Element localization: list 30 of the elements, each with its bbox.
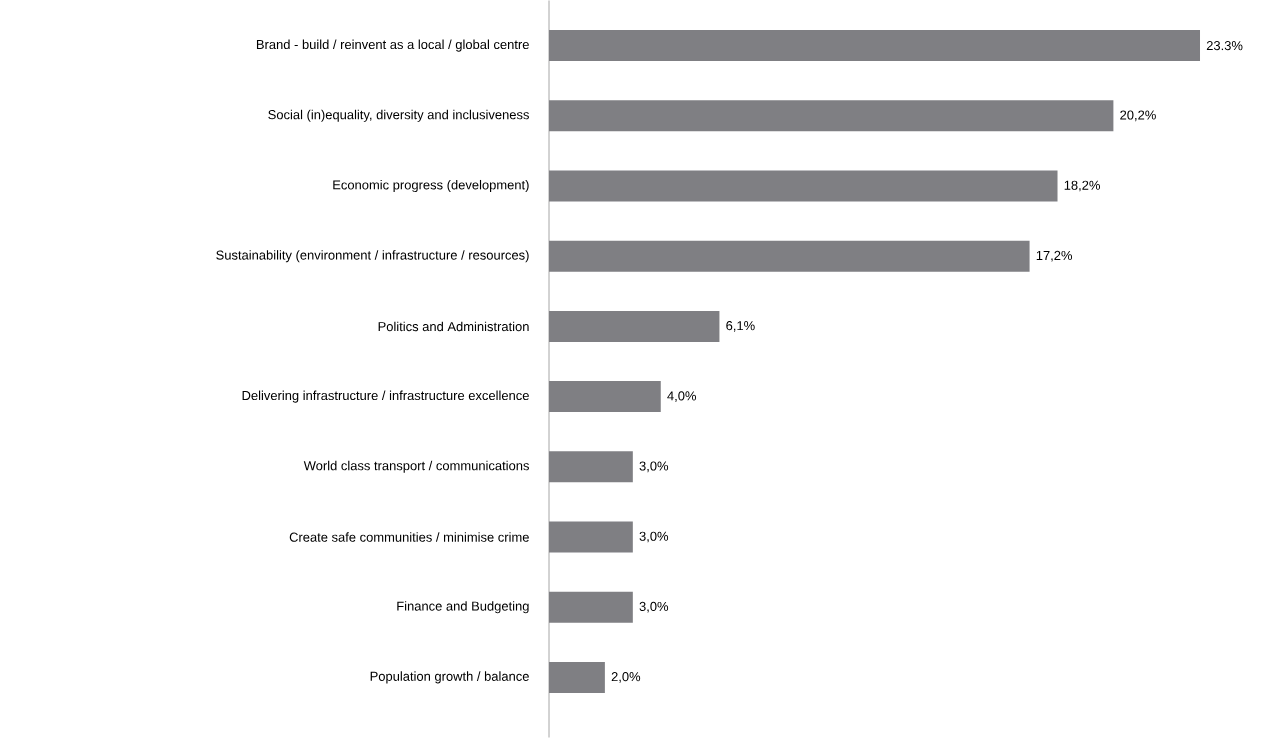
data-label: 18,2% (1064, 180, 1100, 192)
bar (549, 451, 633, 483)
data-label: 17,2% (1036, 250, 1073, 262)
data-label: 3,0% (639, 461, 669, 473)
bar (549, 170, 1058, 202)
data-label: 2,0% (611, 672, 641, 683)
y-tick-label: Brand - build / reinvent as a local / global centre (256, 39, 529, 52)
bar (549, 30, 1201, 62)
y-tick-label: Delivering infrastructure / infrastructure excellence (242, 390, 529, 403)
y-tick-label: Social (in)equality, diversity and inclusiveness (268, 109, 529, 122)
data-label: 3,0% (639, 601, 669, 613)
y-tick-label: Create safe communities / minimise crime (289, 532, 529, 542)
bar (549, 381, 661, 413)
bar (549, 521, 633, 553)
data-label: 6,1% (726, 321, 755, 332)
y-tick-label: Finance and Budgeting (397, 601, 529, 614)
bar (549, 240, 1030, 272)
y-tick-label: Politics and Administration (378, 321, 529, 332)
bar (549, 100, 1114, 132)
data-label: 3,0% (639, 531, 669, 543)
y-tick-label: Population growth / balance (370, 671, 529, 684)
bar (549, 310, 720, 342)
data-label: 4,0% (667, 391, 697, 402)
y-tick-label: World class transport / communications (303, 460, 529, 473)
data-label: 20,2% (1120, 110, 1156, 122)
y-tick-label: Sustainability (environment / infrastructure / resources) (216, 250, 529, 263)
bar (549, 661, 605, 693)
bar (549, 591, 633, 623)
y-tick-label: Economic progress (development) (333, 179, 529, 193)
data-label: 23.3% (1206, 41, 1243, 51)
